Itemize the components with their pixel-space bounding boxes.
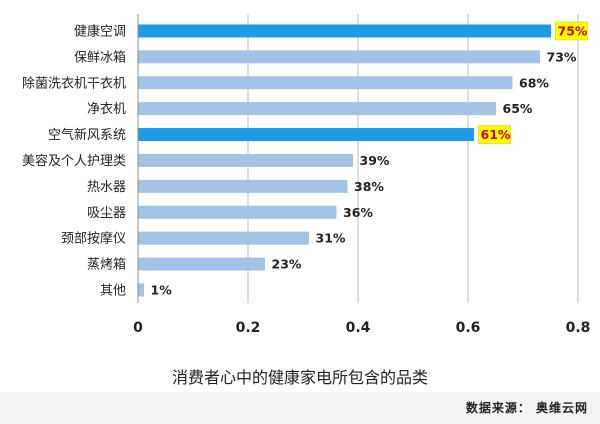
category-label: 热水器 [87,180,126,195]
data-label: 75% [558,23,588,38]
x-tick-label: 0.4 [346,320,371,336]
category-label: 空气新风系统 [48,127,126,143]
bar [138,24,551,38]
bar [138,153,353,167]
data-label: 38% [354,179,384,194]
footer-band [0,392,600,424]
data-label: 36% [343,205,373,220]
category-label: 其他 [100,283,126,298]
bar [138,205,337,219]
bar [138,257,265,271]
category-label: 吸尘器 [87,206,126,221]
data-label: 61% [481,127,511,142]
category-label: 净衣机 [87,101,126,117]
source-note: 数据来源： 奥维云网 [465,401,588,415]
category-label: 蒸烤箱 [87,257,126,273]
x-tick-label: 0 [133,320,143,336]
bar [138,283,144,297]
x-tick-label: 0.2 [236,320,261,336]
category-label: 美容及个人护理类 [22,153,126,169]
bar [138,102,496,116]
data-label: 1% [151,282,173,297]
x-tick-label: 0.8 [566,320,591,336]
data-label: 39% [360,153,390,168]
data-label: 65% [503,101,533,116]
x-tick-label: 0.6 [456,320,481,336]
chart-title: 消费者心中的健康家电所包含的品类 [171,368,428,387]
category-label: 除菌洗衣机干衣机 [22,75,126,91]
bar-chart: 0 0.2 0.4 0.6 0.8 健康空调 75% 保鲜冰箱 73% 除菌洗衣机干衣机 68% 净衣… [22,14,591,336]
category-label: 健康空调 [74,23,126,39]
bar [138,76,513,90]
data-label-highlight [555,21,588,41]
data-label: 68% [519,75,549,90]
data-label: 31% [316,231,346,246]
bar [138,231,309,245]
bar [138,50,540,64]
data-label: 23% [272,257,302,272]
data-label: 73% [547,49,577,64]
bar [138,179,348,193]
data-label-highlight [478,125,511,144]
bar [138,128,474,142]
category-label: 保鲜冰箱 [74,49,126,65]
category-label: 颈部按摩仪 [61,231,126,247]
